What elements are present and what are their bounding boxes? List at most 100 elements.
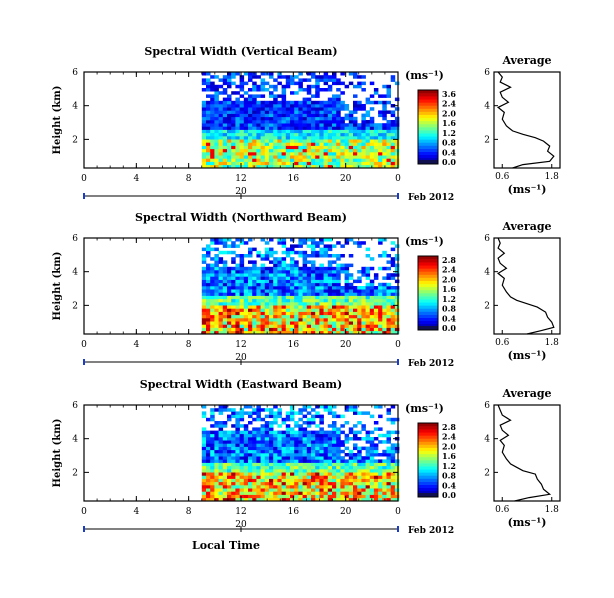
heatmap-cell [201,314,207,319]
heatmap-cell [235,478,240,483]
date-label: Feb 2012 [408,193,454,203]
heatmap-cell [373,155,379,159]
heatmap-cell [386,298,391,303]
heatmap-cell [378,145,383,150]
heatmap-cell [357,446,362,451]
heatmap-cell [201,132,207,137]
heatmap-cell [373,481,379,486]
heatmap-cell [210,408,215,412]
heatmap-cell [340,440,345,444]
heatmap-cell [214,113,219,118]
heatmap-cell [336,305,341,309]
heatmap-cell [386,302,391,306]
heatmap-cell [260,443,266,447]
heatmap-cell [336,414,341,419]
heatmap-cell [206,459,211,463]
heatmap-cell [348,155,354,159]
heatmap-cell [235,427,240,431]
heatmap-cell [319,430,324,435]
heatmap-cell [269,449,274,454]
heatmap-cell [394,327,400,332]
heatmap-cell [269,91,274,95]
heatmap-cell [248,116,253,121]
heatmap-cell [311,94,316,98]
heatmap-cell [256,430,261,435]
heatmap-cell [348,263,354,268]
heatmap-cell [218,273,224,277]
heatmap-cell [231,75,236,79]
heatmap-cell [340,494,345,499]
heatmap-cell [390,263,396,268]
heatmap-cell [235,494,240,499]
heatmap-cell [243,472,249,476]
heatmap-cell [281,456,287,460]
heatmap-cell [378,289,383,293]
heatmap-cell [386,321,391,325]
heatmap-cell [340,430,345,435]
heatmap-cell [269,462,274,467]
heatmap-cell [353,286,358,290]
heatmap-cell [378,314,383,319]
heatmap-cell [327,462,333,467]
heatmap-cell [214,260,219,264]
heatmap-cell [327,453,333,457]
heatmap-cell [290,494,295,499]
heatmap-cell [315,145,320,150]
heatmap-cell [264,472,270,476]
heatmap-cell [269,113,274,118]
colorbar-swatch [418,151,438,156]
heatmap-cell [365,318,371,322]
heatmap-cell [319,440,324,444]
heatmap-cell [298,279,303,284]
heatmap-cell [235,481,240,486]
heatmap-cell [201,158,207,162]
heatmap-cell [239,75,245,79]
heatmap-cell [222,276,228,280]
heatmap-cell [311,123,316,127]
heatmap-cell [348,324,354,328]
heatmap-cell [269,145,274,150]
heatmap-cell [231,475,236,479]
colorbar-tick-label: 0.4 [442,480,456,490]
heatmap-cell [281,136,287,140]
heatmap-cell [264,494,270,499]
heatmap-cell [201,276,207,280]
x-tick-label: 4 [133,174,139,184]
heatmap-cell [210,475,215,479]
heatmap-cell [290,408,295,412]
heatmap-cell [210,318,215,322]
heatmap-cell [239,273,245,277]
heatmap-cell [294,472,299,476]
heatmap-cell [323,126,329,130]
heatmap-cell [239,305,245,309]
heatmap-cell [227,282,232,287]
heatmap-cell [357,136,362,140]
heatmap-cell [353,485,358,489]
heatmap-cell [298,485,303,489]
heatmap-cell [239,241,245,245]
profile-line [497,404,552,502]
heatmap-cell [256,279,261,284]
heatmap-cell [373,142,379,146]
heatmap-cell [353,475,358,479]
heatmap-cell [361,88,366,92]
heatmap-cell [214,142,219,146]
heatmap-cell [264,257,270,261]
heatmap-cell [340,459,345,463]
heatmap-cell [323,308,329,312]
heatmap-cell [201,266,207,271]
heatmap-cell [243,424,249,428]
heatmap-cell [302,164,308,169]
heatmap-cell [340,472,345,476]
heatmap-cell [315,132,320,137]
heatmap-cell [290,437,295,441]
heatmap-cell [357,437,362,441]
heatmap-cell [365,462,371,467]
heatmap-cell [273,485,278,489]
heatmap-cell [336,437,341,441]
heatmap-cell [248,302,253,306]
heatmap-cell [248,110,253,114]
heatmap-cell [277,142,282,146]
heatmap-cell [206,276,211,280]
colorbar-swatch [418,148,438,152]
